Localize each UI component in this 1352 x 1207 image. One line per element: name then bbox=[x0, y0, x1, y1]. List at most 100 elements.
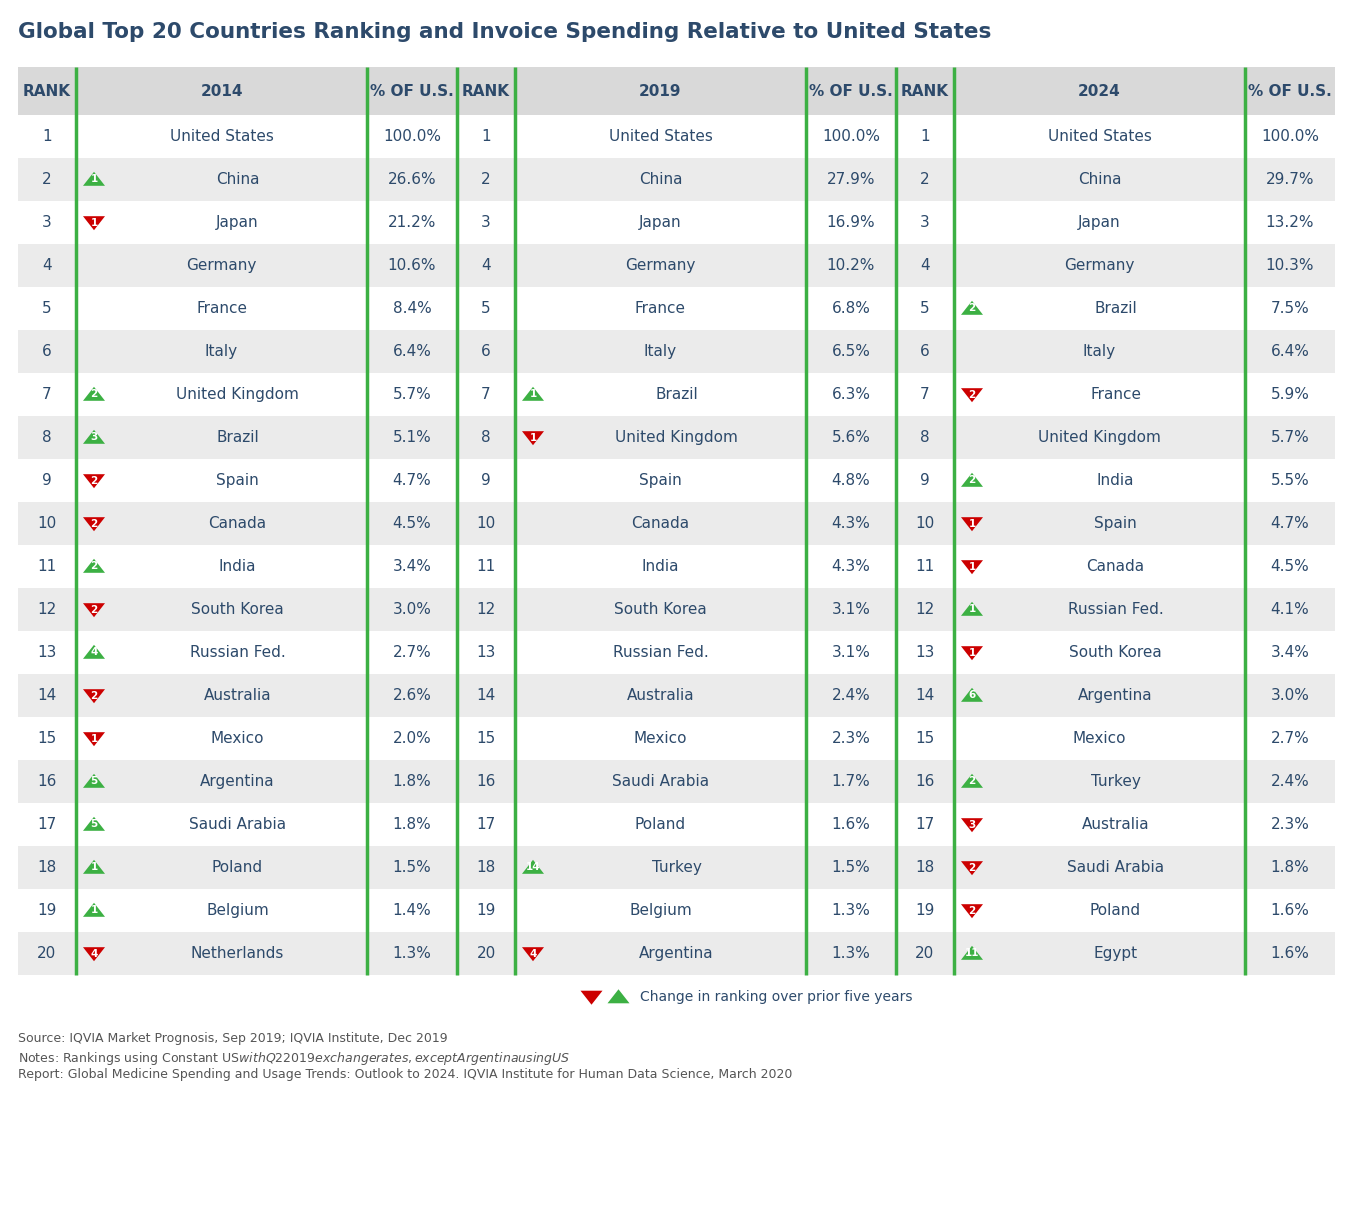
Text: 1.6%: 1.6% bbox=[1271, 946, 1310, 961]
Text: 1.7%: 1.7% bbox=[831, 774, 871, 789]
Text: 1.6%: 1.6% bbox=[831, 817, 871, 832]
Text: 6: 6 bbox=[481, 344, 491, 358]
Polygon shape bbox=[961, 904, 983, 919]
Text: 2024: 2024 bbox=[1078, 83, 1121, 99]
Text: 16: 16 bbox=[476, 774, 496, 789]
Text: 5.6%: 5.6% bbox=[831, 430, 871, 445]
Text: 8: 8 bbox=[42, 430, 51, 445]
Text: Turkey: Turkey bbox=[1091, 774, 1141, 789]
Polygon shape bbox=[961, 688, 983, 701]
Text: France: France bbox=[196, 301, 247, 316]
Bar bbox=[18, 287, 1334, 330]
Text: 16.9%: 16.9% bbox=[826, 215, 875, 231]
Polygon shape bbox=[82, 947, 105, 961]
Text: 1.5%: 1.5% bbox=[831, 861, 871, 875]
Polygon shape bbox=[82, 559, 105, 573]
Text: 1.8%: 1.8% bbox=[1271, 861, 1309, 875]
Text: 4.3%: 4.3% bbox=[831, 559, 871, 575]
Text: 2: 2 bbox=[921, 173, 930, 187]
Text: 4.5%: 4.5% bbox=[392, 517, 431, 531]
Polygon shape bbox=[522, 947, 544, 961]
Text: 5.7%: 5.7% bbox=[1271, 430, 1309, 445]
Text: 10: 10 bbox=[476, 517, 496, 531]
Text: 11: 11 bbox=[476, 559, 496, 575]
Text: Poland: Poland bbox=[1090, 903, 1141, 919]
Text: South Korea: South Korea bbox=[1069, 645, 1161, 660]
Text: Australia: Australia bbox=[627, 688, 695, 702]
Text: 13: 13 bbox=[915, 645, 934, 660]
Text: Argentina: Argentina bbox=[200, 774, 274, 789]
Text: Poland: Poland bbox=[635, 817, 685, 832]
Polygon shape bbox=[82, 817, 105, 830]
Polygon shape bbox=[82, 430, 105, 444]
Text: 2: 2 bbox=[968, 303, 976, 313]
Text: 15: 15 bbox=[38, 731, 57, 746]
Text: Belgium: Belgium bbox=[629, 903, 692, 919]
Text: Italy: Italy bbox=[1083, 344, 1115, 358]
Bar bbox=[18, 244, 1334, 287]
Text: Change in ranking over prior five years: Change in ranking over prior five years bbox=[641, 990, 913, 1004]
Text: Spain: Spain bbox=[1094, 517, 1137, 531]
Text: 2: 2 bbox=[968, 863, 976, 873]
Text: 2: 2 bbox=[968, 906, 976, 916]
Text: Brazil: Brazil bbox=[656, 387, 698, 402]
Text: Italy: Italy bbox=[644, 344, 677, 358]
Text: China: China bbox=[216, 173, 260, 187]
Text: 3: 3 bbox=[91, 432, 97, 442]
Bar bbox=[18, 588, 1334, 631]
Text: 4.7%: 4.7% bbox=[1271, 517, 1309, 531]
Text: 2.0%: 2.0% bbox=[392, 731, 431, 746]
Text: 2: 2 bbox=[91, 476, 97, 486]
Text: Spain: Spain bbox=[216, 473, 258, 488]
Text: 6.8%: 6.8% bbox=[831, 301, 871, 316]
Text: United Kingdom: United Kingdom bbox=[615, 430, 738, 445]
Text: 1: 1 bbox=[91, 734, 97, 744]
Bar bbox=[18, 890, 1334, 932]
Text: 2.6%: 2.6% bbox=[392, 688, 431, 702]
Text: 100.0%: 100.0% bbox=[383, 129, 441, 144]
Text: 19: 19 bbox=[38, 903, 57, 919]
Text: 8.4%: 8.4% bbox=[392, 301, 431, 316]
Text: 4.7%: 4.7% bbox=[392, 473, 431, 488]
Text: 14: 14 bbox=[38, 688, 57, 702]
Text: 4: 4 bbox=[42, 258, 51, 273]
Text: 4.3%: 4.3% bbox=[831, 517, 871, 531]
Text: 6.4%: 6.4% bbox=[1271, 344, 1310, 358]
Text: 21.2%: 21.2% bbox=[388, 215, 437, 231]
Text: 26.6%: 26.6% bbox=[388, 173, 437, 187]
Polygon shape bbox=[82, 859, 105, 874]
Text: 13: 13 bbox=[38, 645, 57, 660]
Text: 2: 2 bbox=[968, 476, 976, 485]
Text: 6.4%: 6.4% bbox=[392, 344, 431, 358]
Text: United Kingdom: United Kingdom bbox=[176, 387, 299, 402]
Text: 18: 18 bbox=[915, 861, 934, 875]
Text: 4: 4 bbox=[530, 949, 537, 960]
Text: Mexico: Mexico bbox=[211, 731, 264, 746]
Bar bbox=[18, 330, 1334, 373]
Bar bbox=[18, 202, 1334, 244]
Text: 2.4%: 2.4% bbox=[1271, 774, 1309, 789]
Text: 3: 3 bbox=[968, 820, 976, 830]
Text: 1.8%: 1.8% bbox=[392, 817, 431, 832]
Text: Argentina: Argentina bbox=[639, 946, 714, 961]
Text: 3.0%: 3.0% bbox=[392, 602, 431, 617]
Bar bbox=[18, 846, 1334, 890]
Text: 1: 1 bbox=[968, 648, 976, 658]
Text: 19: 19 bbox=[476, 903, 496, 919]
Polygon shape bbox=[82, 903, 105, 917]
Text: 4.1%: 4.1% bbox=[1271, 602, 1309, 617]
Bar bbox=[18, 373, 1334, 416]
Text: Belgium: Belgium bbox=[206, 903, 269, 919]
Polygon shape bbox=[607, 990, 630, 1003]
Text: 10.6%: 10.6% bbox=[388, 258, 437, 273]
Text: Australia: Australia bbox=[204, 688, 272, 702]
Text: 4: 4 bbox=[921, 258, 930, 273]
Text: 6: 6 bbox=[968, 690, 976, 700]
Text: 8: 8 bbox=[921, 430, 930, 445]
Text: 4.5%: 4.5% bbox=[1271, 559, 1309, 575]
Text: Russian Fed.: Russian Fed. bbox=[1068, 602, 1163, 617]
Polygon shape bbox=[961, 646, 983, 660]
Text: % OF U.S.: % OF U.S. bbox=[370, 83, 454, 99]
Text: 3: 3 bbox=[42, 215, 51, 231]
Text: 1: 1 bbox=[530, 433, 537, 443]
